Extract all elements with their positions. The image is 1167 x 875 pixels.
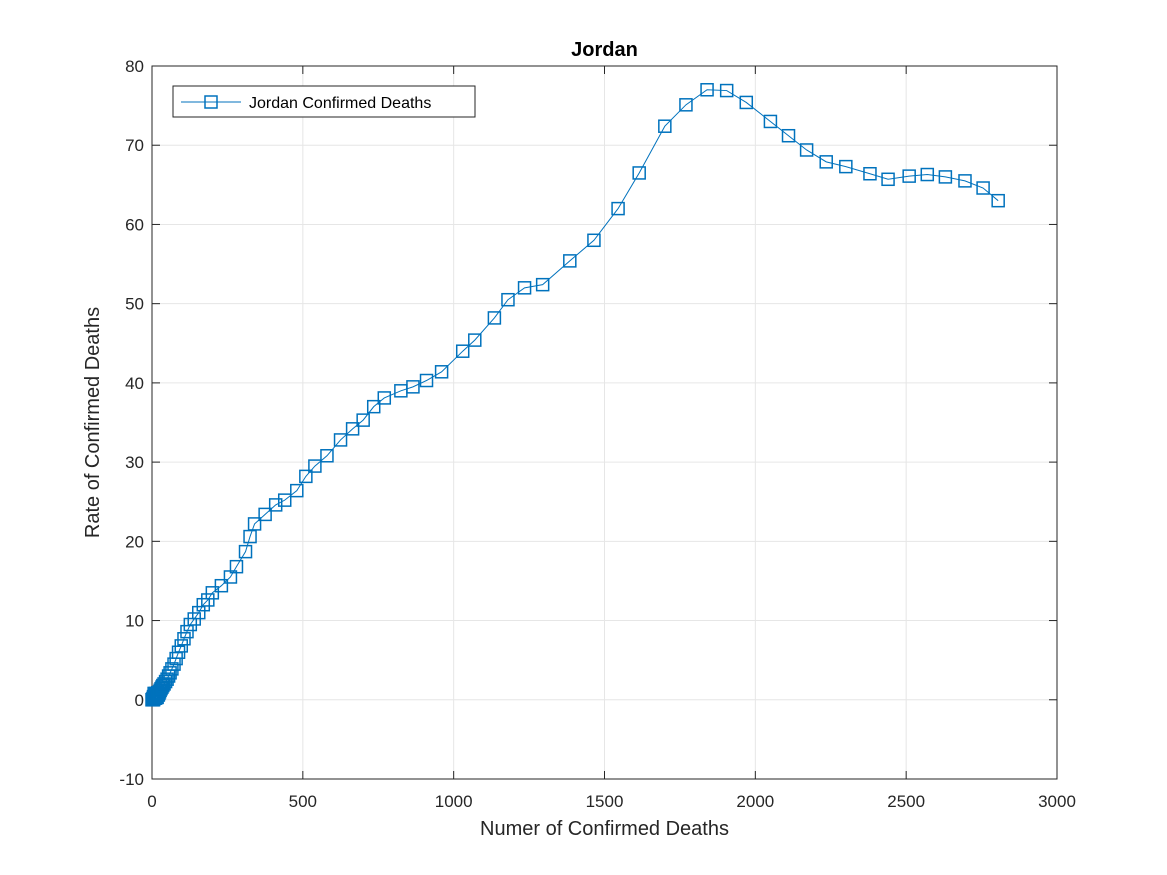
data-point-marker (535, 277, 550, 292)
data-point-marker (165, 662, 179, 676)
y-tick-label: 10 (125, 612, 144, 631)
data-point-marker (517, 281, 532, 295)
x-tick-label: 3000 (1038, 792, 1076, 811)
data-point-marker (839, 159, 853, 174)
data-point-marker (356, 413, 370, 427)
data-point-marker (881, 172, 895, 187)
x-axis-label: Numer of Confirmed Deaths (480, 818, 729, 840)
axis-ticks: 0 500 1000 1500 2000 2500 3000-100102030405060… (119, 57, 1075, 811)
y-tick-label: 70 (125, 136, 144, 155)
data-point-marker (320, 449, 334, 463)
data-point-marker (229, 559, 244, 574)
data-point-marker (902, 169, 916, 183)
data-point-marker (366, 399, 381, 414)
data-point-marker (819, 155, 833, 169)
x-tick-label: 0 (147, 792, 156, 811)
y-tick-label: -10 (119, 770, 144, 789)
data-point-marker (174, 639, 189, 653)
data-point-marker (192, 605, 206, 620)
data-point-marker (196, 597, 211, 612)
y-tick-label: 80 (125, 57, 144, 76)
data-point-marker (563, 254, 577, 268)
data-point-marker (976, 181, 990, 195)
x-tick-label: 1500 (586, 792, 624, 811)
data-point-marker (345, 422, 360, 436)
data-point-marker (611, 201, 625, 216)
legend: Jordan Confirmed Deaths (172, 85, 476, 118)
data-point-marker (238, 544, 253, 559)
data-point-marker (863, 166, 877, 181)
data-point-marker (487, 311, 502, 325)
data-point-marker (180, 624, 194, 639)
data-point-marker (455, 344, 470, 358)
data-point-marker (468, 333, 482, 347)
data-point-marker (938, 170, 953, 184)
x-tick-label: 2500 (887, 792, 925, 811)
data-point-marker (258, 507, 272, 522)
y-tick-label: 0 (135, 691, 144, 710)
data-point-marker (333, 433, 348, 447)
data-point-marker (719, 83, 734, 98)
y-axis-label: Rate of Confirmed Deaths (82, 307, 104, 538)
data-point-marker (763, 114, 778, 129)
data-point-marker (658, 119, 672, 133)
legend-marker-square-icon (204, 95, 218, 109)
y-tick-label: 20 (125, 532, 144, 551)
data-point-marker (290, 483, 304, 498)
data-point-marker (991, 193, 1005, 208)
data-point-marker (587, 233, 601, 248)
series-layer (145, 83, 1005, 707)
data-point-marker (214, 578, 229, 593)
data-point-marker (308, 459, 322, 473)
y-tick-label: 30 (125, 453, 144, 472)
x-tick-label: 2000 (736, 792, 774, 811)
data-point-marker (501, 292, 515, 307)
chart-title: Jordan (571, 39, 638, 61)
data-point-marker (163, 666, 177, 680)
data-point-marker (739, 95, 754, 110)
y-tick-label: 40 (125, 374, 144, 393)
data-point-marker (177, 632, 191, 646)
data-point-marker (632, 166, 646, 180)
data-point-marker (679, 98, 693, 112)
data-point-marker (700, 83, 714, 97)
x-tick-label: 1000 (435, 792, 473, 811)
x-tick-label: 500 (289, 792, 317, 811)
y-tick-label: 50 (125, 295, 144, 314)
data-point-marker (419, 373, 434, 388)
data-point-marker (377, 391, 392, 405)
data-point-marker (781, 128, 796, 143)
data-point-marker (268, 498, 283, 512)
data-point-marker (247, 517, 262, 531)
data-point-marker (299, 469, 313, 484)
data-point-marker (205, 586, 220, 600)
legend-entry-label: Jordan Confirmed Deaths (249, 95, 431, 112)
data-point-marker (920, 167, 935, 182)
data-point-marker (201, 593, 215, 607)
y-tick-label: 60 (125, 215, 144, 234)
data-point-marker (406, 380, 420, 394)
data-point-marker (277, 493, 292, 507)
data-point-marker (434, 365, 449, 379)
data-point-marker (799, 143, 814, 157)
data-point-marker (958, 174, 972, 188)
